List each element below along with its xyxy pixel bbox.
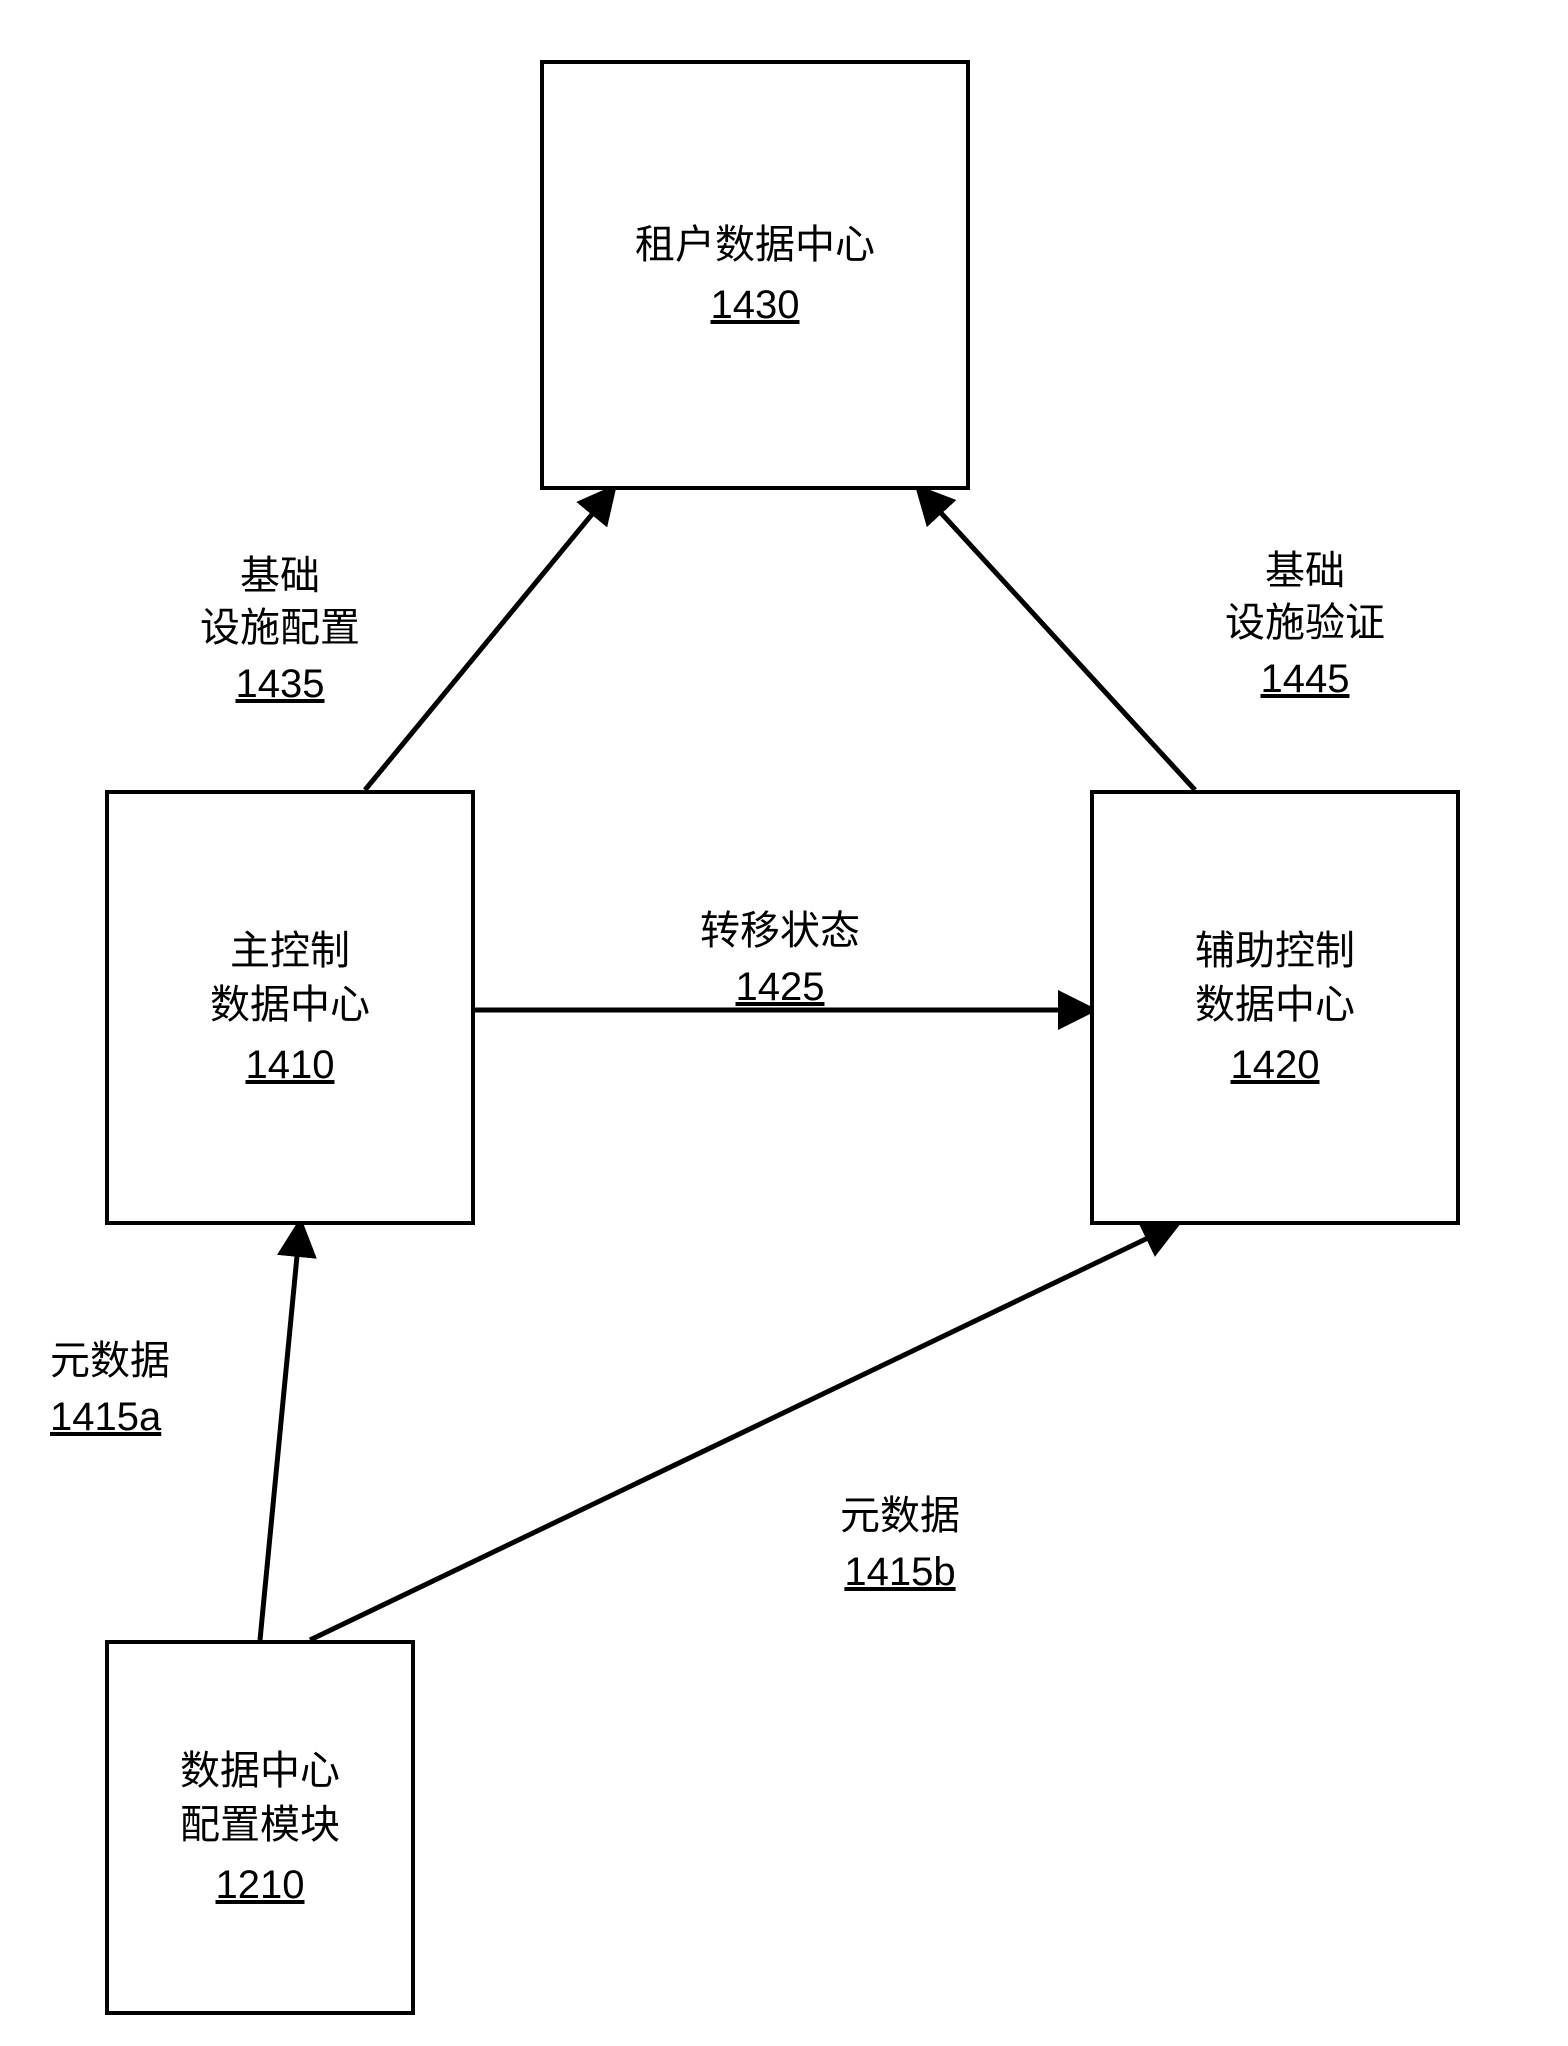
node-main-ctrl-dc-ref: 1410 [246, 1038, 335, 1092]
edge-label-1415b: 元数据 1415b [800, 1490, 1000, 1598]
edge-1445 [920, 490, 1195, 790]
edge-1425-ref: 1425 [650, 961, 910, 1013]
edge-label-1425: 转移状态 1425 [650, 905, 910, 1013]
node-main-ctrl-dc: 主控制 数据中心 1410 [105, 790, 475, 1225]
node-config-module-ref: 1210 [216, 1858, 305, 1912]
edge-label-1445: 基础 设施验证 1445 [1195, 545, 1415, 705]
edge-1415b [310, 1225, 1175, 1640]
diagram-canvas: 租户数据中心 1430 主控制 数据中心 1410 辅助控制 数据中心 1420… [0, 0, 1568, 2046]
node-tenant-dc: 租户数据中心 1430 [540, 60, 970, 490]
edge-1415a-ref: 1415a [50, 1391, 230, 1443]
edge-1445-ref: 1445 [1195, 653, 1415, 705]
node-tenant-dc-title: 租户数据中心 [635, 218, 875, 272]
node-aux-ctrl-dc: 辅助控制 数据中心 1420 [1090, 790, 1460, 1225]
edge-1425-text1: 转移状态 [650, 905, 910, 957]
edge-1445-text1: 基础 [1195, 545, 1415, 597]
edge-label-1415a: 元数据 1415a [50, 1335, 230, 1443]
edge-1435-ref: 1435 [170, 658, 390, 710]
node-aux-ctrl-dc-ref: 1420 [1231, 1038, 1320, 1092]
edge-1435-text2: 设施配置 [170, 602, 390, 654]
edge-1415b-text1: 元数据 [800, 1490, 1000, 1542]
node-tenant-dc-ref: 1430 [711, 278, 800, 332]
edge-1415a [260, 1225, 300, 1640]
edge-1445-text2: 设施验证 [1195, 597, 1415, 649]
edge-1415a-text1: 元数据 [50, 1335, 230, 1387]
node-config-module: 数据中心 配置模块 1210 [105, 1640, 415, 2015]
node-aux-ctrl-dc-title1: 辅助控制 [1195, 924, 1355, 978]
node-main-ctrl-dc-title1: 主控制 [230, 924, 350, 978]
edge-1435 [365, 490, 612, 790]
edge-1415b-ref: 1415b [800, 1546, 1000, 1598]
edge-1435-text1: 基础 [170, 550, 390, 602]
node-main-ctrl-dc-title2: 数据中心 [210, 978, 370, 1032]
edge-label-1435: 基础 设施配置 1435 [170, 550, 390, 710]
node-config-module-title1: 数据中心 [180, 1744, 340, 1798]
node-config-module-title2: 配置模块 [180, 1798, 340, 1852]
node-aux-ctrl-dc-title2: 数据中心 [1195, 978, 1355, 1032]
